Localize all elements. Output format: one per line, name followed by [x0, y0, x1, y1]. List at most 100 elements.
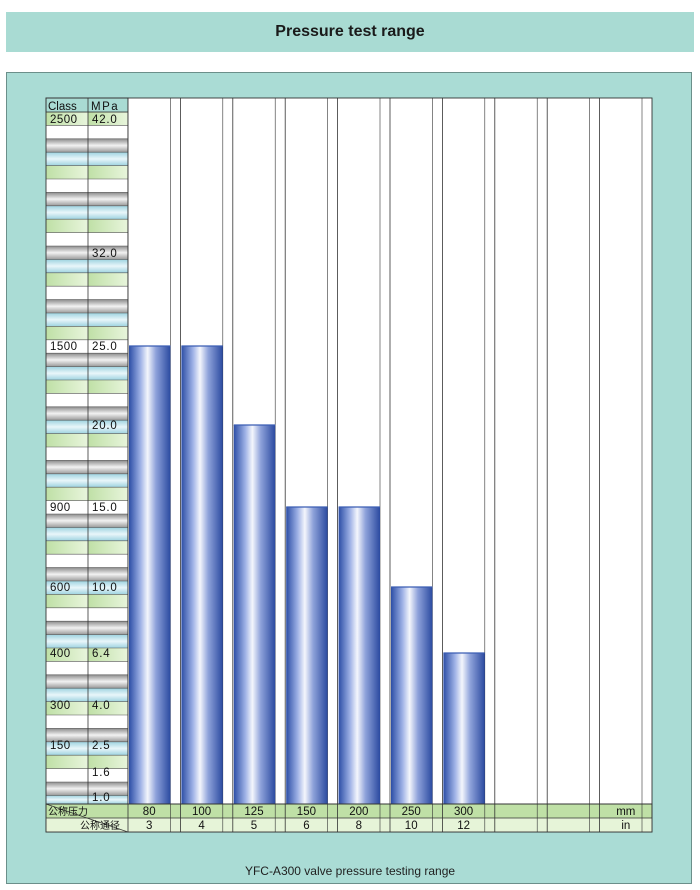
x-tick-mm: 200 — [349, 806, 368, 818]
axis-stripe — [88, 299, 128, 313]
axis-stripe — [88, 581, 128, 595]
axis-stripe — [46, 527, 88, 541]
axis-stripe — [46, 313, 88, 327]
axis-stripe — [88, 406, 128, 421]
bar-200mm — [338, 507, 380, 804]
chart-caption: YFC-A300 valve pressure testing range — [244, 864, 456, 878]
axis-stripe — [88, 540, 128, 555]
y-mpa-label: 32.0 — [92, 248, 118, 260]
axis-stripe — [46, 326, 88, 340]
y-mpa-label: 10.0 — [92, 582, 118, 594]
bars — [129, 345, 485, 804]
axis-stripe — [46, 192, 88, 206]
axis-stripe — [88, 165, 128, 179]
axis-stripe — [88, 527, 128, 541]
x-tick-mm: 80 — [143, 806, 156, 818]
x-tick-in: 5 — [251, 820, 257, 832]
x-tick-mm: 300 — [454, 806, 473, 818]
axis-stripe — [46, 741, 88, 756]
axis-stripe — [46, 299, 88, 313]
x-tick-in: 8 — [356, 820, 362, 832]
y-class-label: 900 — [50, 502, 71, 514]
x-table-diagonal — [45, 803, 129, 833]
axis-stripe — [46, 433, 88, 447]
axis-stripe — [88, 433, 128, 447]
axis-stripe — [88, 621, 128, 635]
axis-stripe — [46, 205, 88, 220]
axis-stripe — [46, 259, 88, 273]
y-class-label: 2500 — [50, 114, 78, 126]
axis-stripe — [88, 701, 128, 715]
axis-stripe — [88, 152, 128, 166]
axis-stripe — [46, 138, 88, 153]
y-axis-labels: Class MPa 2500 42.0 32.0 1500 25.0 20.0 900 15.0 6… — [48, 101, 119, 804]
axis-stripe — [88, 473, 128, 488]
axis-stripe — [46, 406, 88, 421]
y-mpa-label: 25.0 — [92, 341, 118, 353]
axis-stripes — [45, 97, 129, 805]
y-mpa-label: 15.0 — [92, 502, 118, 514]
x-tick-in: 4 — [198, 820, 205, 832]
axis-stripe — [46, 795, 88, 804]
axis-stripe — [46, 353, 88, 367]
x-tick-mm: mm — [616, 806, 635, 818]
x-tick-in: 3 — [146, 820, 152, 832]
axis-stripe — [88, 259, 128, 273]
chart-title: Pressure test range — [275, 23, 425, 40]
axis-stripe — [88, 272, 128, 287]
axis-stripe — [46, 648, 88, 662]
axis-stripe — [88, 688, 128, 702]
axis-stripe — [88, 674, 128, 689]
bar-100mm — [181, 346, 223, 804]
axis-stripe — [46, 594, 88, 608]
axis-stripe — [88, 487, 128, 501]
axis-stripe — [46, 246, 88, 260]
y-class-label: 1500 — [50, 341, 78, 353]
axis-stripe — [46, 567, 88, 581]
axis-stripe — [88, 782, 128, 796]
axis-stripe — [46, 755, 88, 769]
y-class-label: 150 — [50, 740, 71, 752]
axis-stripe — [88, 138, 128, 153]
axis-stripe — [46, 165, 88, 179]
x-tick-in: 10 — [405, 820, 418, 832]
x-tick-mm: 150 — [297, 806, 316, 818]
axis-stripe — [46, 634, 88, 648]
x-row1-label: 公称压力 — [48, 805, 88, 818]
axis-stripe — [46, 112, 88, 126]
y-class-label: 300 — [50, 700, 71, 712]
y-header-unit: MPa — [91, 101, 119, 113]
y-header-class: Class — [48, 101, 77, 113]
bar-250mm — [391, 587, 433, 804]
axis-stripe — [46, 701, 88, 715]
x-tick-mm: 250 — [402, 806, 421, 818]
bar-125mm — [233, 425, 276, 804]
axis-stripe — [46, 487, 88, 501]
y-mpa-label: 1.0 — [92, 792, 110, 804]
axis-stripe — [46, 366, 88, 380]
axis-stripe — [46, 420, 88, 434]
title-band: Pressure test range — [6, 12, 694, 52]
y-mpa-label: 4.0 — [92, 700, 110, 712]
axis-stripe — [46, 219, 88, 233]
y-mpa-label: 20.0 — [92, 420, 118, 432]
x-tick-in: 6 — [303, 820, 309, 832]
axis-stripe — [46, 514, 88, 528]
axis-stripe — [88, 420, 128, 434]
x-tick-in: 12 — [457, 820, 470, 832]
axis-stripe — [88, 634, 128, 648]
axis-stripe — [46, 272, 88, 287]
axis-stripe — [46, 581, 88, 595]
axis-stripe — [88, 648, 128, 662]
axis-stripe — [46, 688, 88, 702]
axis-stripe — [46, 460, 88, 474]
y-mpa-label: 1.6 — [92, 767, 110, 779]
bar-150mm — [286, 507, 328, 804]
x-table-row2-bg — [46, 818, 652, 832]
axis-stripe — [88, 460, 128, 474]
y-class-label: 400 — [50, 648, 71, 660]
axis-stripe — [46, 380, 88, 394]
axis-stripe — [46, 621, 88, 635]
